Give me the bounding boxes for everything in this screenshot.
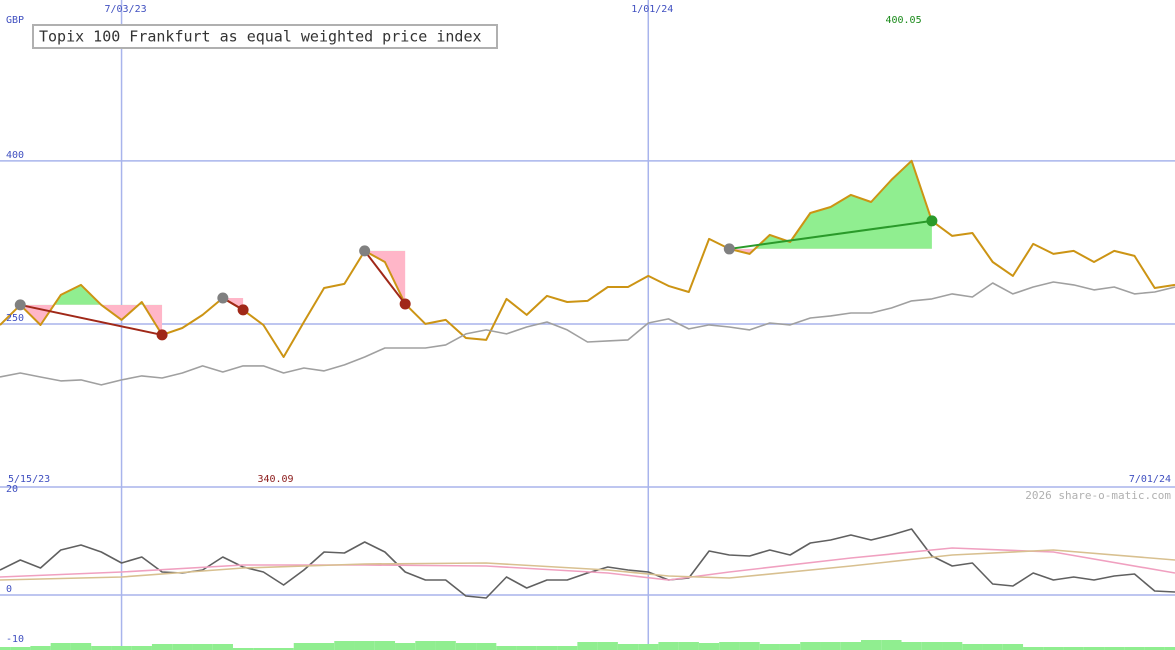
volume-bar: [840, 642, 861, 650]
volume-bar: [0, 647, 11, 650]
volume-bar: [577, 642, 598, 650]
volume-bar: [698, 643, 720, 650]
entry-dot: [359, 245, 371, 257]
volume-bar: [151, 644, 173, 650]
exit-dot: [237, 304, 249, 316]
volume-bar: [1164, 647, 1175, 650]
volume-bar: [678, 642, 699, 650]
exit-dot: [399, 298, 411, 310]
volume-bar: [30, 646, 51, 650]
y-tick-label: 20: [6, 484, 18, 495]
trade-line: [729, 219, 933, 250]
volume-bar: [476, 643, 497, 650]
volume-bar: [536, 646, 558, 650]
volume-bar: [435, 641, 456, 650]
volume-bar: [557, 646, 578, 650]
volume-bar: [779, 644, 801, 650]
title-box: [32, 24, 498, 49]
volume-bar: [111, 646, 132, 650]
volume-bar: [719, 642, 740, 650]
end-date: 7/01/24: [1129, 474, 1171, 485]
annotation: 400.05: [885, 15, 921, 26]
x-tick-label: 1/01/24: [631, 4, 673, 15]
volume-bar: [273, 648, 294, 650]
volume-bar: [1124, 647, 1145, 650]
volume-bar: [921, 642, 943, 650]
series-line: [0, 159, 1175, 358]
volume-bar: [192, 644, 213, 650]
annotation: 340.09: [257, 474, 293, 485]
entry-dot: [14, 299, 26, 311]
trade-line: [20, 303, 163, 336]
loss-area: [364, 250, 406, 304]
entry-dot: [217, 292, 229, 304]
volume-bar: [658, 642, 679, 650]
volume-bar: [131, 646, 152, 650]
volume-bar: [881, 640, 902, 650]
volume-bar: [50, 643, 71, 650]
start-date: 5/15/23: [8, 474, 50, 485]
volume-bar: [334, 641, 355, 650]
volume-bar: [860, 640, 882, 650]
volume-bar: [91, 646, 112, 650]
entry-dot: [723, 243, 735, 255]
volume-bar: [800, 642, 821, 650]
volume-bar: [962, 644, 983, 650]
volume-bar: [1104, 647, 1125, 650]
volume-bar: [496, 646, 517, 650]
volume-bar: [1083, 647, 1105, 650]
volume-bar: [415, 641, 436, 650]
volume-bar: [617, 644, 639, 650]
volume-bar: [395, 643, 416, 650]
volume-bar: [212, 644, 233, 650]
volume-bar: [516, 646, 537, 650]
volume-bar: [455, 643, 477, 650]
volume-bar: [1002, 644, 1024, 650]
volume-bar: [1063, 647, 1084, 650]
y-tick-label: 0: [6, 584, 12, 595]
volume-bar: [354, 641, 375, 650]
y-tick-label: -10: [6, 634, 24, 645]
volume-bar: [982, 644, 1003, 650]
unit-label: GBP: [6, 15, 24, 26]
volume-bar: [1023, 647, 1044, 650]
series-line: [0, 528, 1175, 599]
chart-title: Topix 100 Frankfurt as equal weighted pr…: [39, 28, 482, 46]
volume-bar: [70, 643, 92, 650]
loss-area: [20, 304, 163, 335]
x-tick-label: 7/03/23: [104, 4, 146, 15]
volume-bar: [759, 644, 780, 650]
volume-bar: [232, 648, 254, 650]
y-tick-label: 250: [6, 313, 24, 324]
volume-bar: [597, 642, 618, 650]
volume-bar: [942, 642, 963, 650]
volume-bar: [253, 648, 274, 650]
volume-bar: [1144, 647, 1165, 650]
volume-bar: [10, 647, 31, 650]
volume-bar: [638, 644, 659, 650]
volume-bar: [739, 642, 760, 650]
volume-bar: [374, 641, 396, 650]
series-line: [0, 281, 1175, 386]
y-tick-label: 400: [6, 150, 24, 161]
series-line: [0, 547, 1175, 581]
volume-bar: [314, 643, 335, 650]
volume-bar: [1043, 647, 1064, 650]
watermark: 2026 share-o-matic.com: [1025, 489, 1171, 502]
series-line: [0, 549, 1175, 581]
volume-bar: [172, 644, 193, 650]
exit-dot: [156, 329, 168, 341]
volume-bar: [293, 643, 315, 650]
trade-line: [363, 250, 406, 305]
volume-bar: [820, 642, 841, 650]
exit-dot: [926, 215, 938, 227]
volume-bar: [901, 642, 922, 650]
